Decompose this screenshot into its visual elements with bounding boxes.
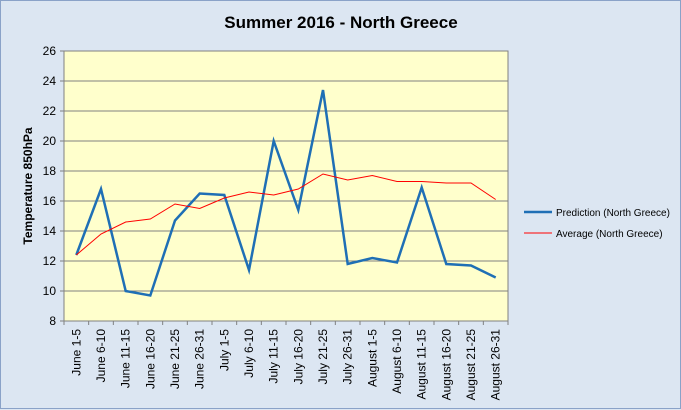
y-tick-label: 14 — [43, 224, 57, 238]
legend-label: Average (North Greece) — [556, 229, 663, 240]
series-line-2 — [75, 173, 496, 256]
legend: Prediction (North Greece) Average (North … — [524, 208, 670, 240]
y-tick-label: 10 — [43, 284, 57, 298]
x-tick-label: July 1-5 — [217, 329, 231, 371]
legend-label: Prediction (North Greece) — [556, 208, 670, 219]
x-tick-label: August 26-31 — [489, 329, 503, 401]
x-tick-label: July 26-31 — [341, 329, 355, 385]
y-axis-ticks: 8 10 12 14 16 18 20 22 24 26 — [43, 44, 64, 328]
x-axis-ticks: June 1-5 June 6-10 June 11-15 June 16-20 Jun… — [63, 321, 509, 401]
x-tick-label: July 11-15 — [267, 329, 281, 384]
y-tick-label: 22 — [43, 104, 57, 118]
plot-area — [63, 50, 509, 322]
x-tick-label: August 11-15 — [415, 329, 429, 400]
y-axis-label: Temperature 850hPa — [21, 127, 35, 244]
x-tick-label: August 21-25 — [464, 329, 478, 401]
x-tick-label: June 1-5 — [69, 329, 83, 376]
x-tick-label: July 16-20 — [291, 329, 305, 385]
x-tick-label: August 1-5 — [365, 329, 379, 387]
series-line-1 — [75, 89, 497, 297]
y-tick-label: 8 — [49, 314, 56, 328]
x-tick-label: August 6-10 — [390, 329, 404, 394]
x-tick-label: June 26-31 — [193, 329, 207, 389]
y-tick-label: 20 — [43, 134, 57, 148]
chart-title: Summer 2016 - North Greece — [224, 13, 457, 32]
x-tick-label: July 6-10 — [242, 329, 256, 378]
y-tick-label: 26 — [43, 44, 57, 58]
x-tick-label: June 21-25 — [168, 329, 182, 389]
x-tick-label: July 21-25 — [316, 329, 330, 385]
series-lines — [75, 89, 497, 297]
x-tick-label: August 16-20 — [439, 329, 453, 401]
y-tick-label: 24 — [43, 74, 57, 88]
x-tick-label: June 16-20 — [143, 329, 157, 389]
gridlines — [64, 80, 508, 292]
y-tick-label: 12 — [43, 254, 57, 268]
x-tick-label: June 11-15 — [119, 329, 133, 388]
x-tick-label: June 6-10 — [94, 329, 108, 383]
y-tick-label: 16 — [43, 194, 57, 208]
y-tick-label: 18 — [43, 164, 57, 178]
